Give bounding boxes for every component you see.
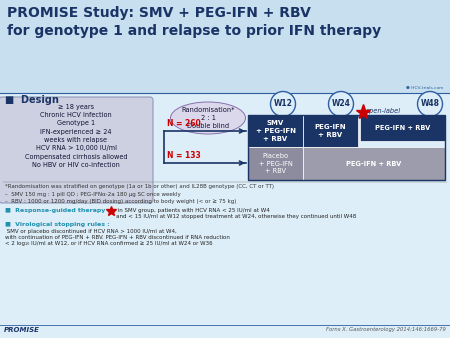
Text: –  RBV : 1000 or 1200 mg/day (BID dosing) according to body weight (< or ≥ 75 kg: – RBV : 1000 or 1200 mg/day (BID dosing)… (5, 199, 236, 204)
Text: ■  Response-guided therapy :: ■ Response-guided therapy : (5, 208, 110, 213)
Text: SMV or placebo discontinued if HCV RNA > 1000 IU/ml at W4,
with continuation of : SMV or placebo discontinued if HCV RNA >… (5, 229, 230, 246)
FancyBboxPatch shape (303, 147, 445, 180)
Text: ≥ 18 years
Chronic HCV Infection
Genotype 1
IFN-experienced ≥ 24
weeks with rela: ≥ 18 years Chronic HCV Infection Genotyp… (25, 104, 127, 168)
Text: –  SMV 150 mg : 1 pill QD ; PEG-IFNα-2a 180 μg SC once weekly: – SMV 150 mg : 1 pill QD ; PEG-IFNα-2a 1… (5, 192, 181, 197)
Text: open-label: open-label (365, 108, 400, 115)
Text: ■  Virological stopping rules :: ■ Virological stopping rules : (5, 222, 110, 227)
Text: N = 260: N = 260 (167, 119, 201, 128)
Circle shape (270, 92, 296, 117)
Ellipse shape (171, 102, 246, 134)
FancyBboxPatch shape (0, 93, 450, 338)
Text: in SMV group, patients with HCV RNA < 25 IU/ml at W4
and < 15 IU/ml at W12 stopp: in SMV group, patients with HCV RNA < 25… (116, 208, 356, 219)
Text: W12: W12 (274, 99, 292, 108)
Text: W48: W48 (420, 99, 440, 108)
Text: N = 133: N = 133 (167, 151, 201, 160)
Text: *Randomisation was stratified on genotype (1a or 1b or other) and IL28B genotype: *Randomisation was stratified on genotyp… (5, 184, 274, 189)
Text: ■  Design: ■ Design (5, 95, 59, 105)
FancyBboxPatch shape (0, 0, 450, 93)
Text: PROMISE Study: SMV + PEG-IFN + RBV: PROMISE Study: SMV + PEG-IFN + RBV (7, 6, 311, 20)
Text: for genotype 1 and relapse to prior IFN therapy: for genotype 1 and relapse to prior IFN … (7, 24, 381, 38)
FancyBboxPatch shape (303, 115, 358, 147)
Text: SMV
+ PEG-IFN
+ RBV: SMV + PEG-IFN + RBV (256, 120, 296, 142)
Text: Forns X. Gastroenterology 2014;146:1669-79: Forns X. Gastroenterology 2014;146:1669-… (326, 327, 446, 332)
Text: ● HCV-trials.com: ● HCV-trials.com (406, 86, 443, 90)
FancyBboxPatch shape (360, 115, 445, 141)
Text: W24: W24 (332, 99, 351, 108)
Text: PROMISE: PROMISE (4, 327, 40, 333)
FancyBboxPatch shape (0, 97, 153, 203)
FancyBboxPatch shape (248, 115, 303, 147)
Text: Placebo
+ PEG-IFN
+ RBV: Placebo + PEG-IFN + RBV (259, 153, 292, 174)
Text: PEG-IFN + RBV: PEG-IFN + RBV (375, 125, 430, 131)
FancyBboxPatch shape (248, 147, 303, 180)
Text: PEG-IFN
+ RBV: PEG-IFN + RBV (315, 124, 346, 138)
Text: PEG-IFN + RBV: PEG-IFN + RBV (346, 161, 401, 167)
Text: Randomisation*
2 : 1
Double blind: Randomisation* 2 : 1 Double blind (181, 106, 235, 129)
Circle shape (328, 92, 354, 117)
Circle shape (418, 92, 442, 117)
